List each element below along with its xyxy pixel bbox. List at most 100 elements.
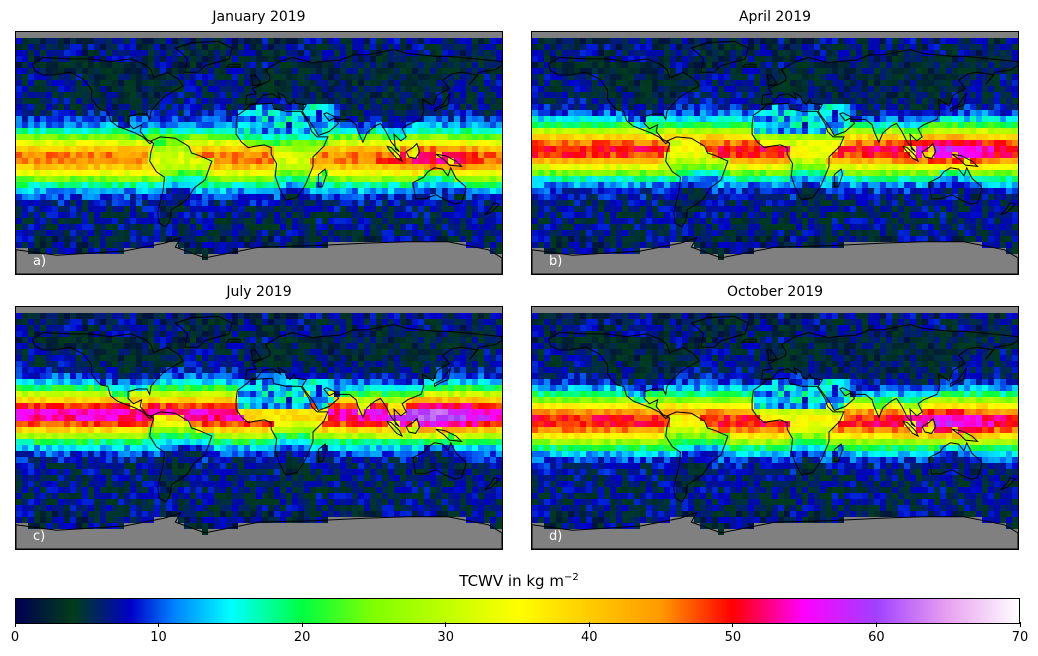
coastline: [532, 236, 1018, 274]
coastline: [902, 420, 920, 438]
coastline: [405, 417, 421, 434]
coastline: [412, 441, 467, 480]
coastline: [1000, 202, 1017, 216]
panel-title-c: July 2019: [226, 284, 292, 300]
colorbar-tick: [301, 622, 303, 627]
panel-label-b: b): [549, 254, 563, 269]
coastline: [690, 315, 749, 348]
colorbar-title: TCWV in kg m−2: [0, 572, 1038, 590]
coastline: [435, 428, 463, 443]
coastline: [1000, 477, 1017, 491]
tcwv-field: [532, 307, 1018, 549]
colorbar-tick: [14, 622, 16, 627]
coastline: [244, 323, 502, 428]
panel-title-a: January 2019: [212, 9, 306, 25]
coastline: [766, 74, 777, 87]
coastline: [31, 331, 185, 420]
colorbar: [15, 598, 1020, 624]
panel-title-b: April 2019: [738, 9, 812, 25]
coastline: [16, 511, 502, 549]
coastline: [235, 102, 329, 201]
coastline-outlines: [532, 40, 1018, 274]
coastline: [547, 56, 701, 145]
panel-label-a: a): [33, 254, 47, 269]
colorbar-tick-label: 30: [437, 630, 454, 645]
coastline: [766, 349, 777, 362]
colorbar-tick-label: 40: [581, 630, 598, 645]
coastline-outlines: [16, 40, 502, 274]
panel-label-c: c): [33, 529, 46, 544]
coastline: [951, 428, 979, 443]
coastline: [951, 153, 979, 168]
coastline: [751, 377, 845, 476]
coastline: [547, 331, 701, 420]
coastline: [741, 63, 757, 68]
coastline: [902, 145, 920, 163]
colorbar-title-main: TCWV in kg m: [459, 572, 564, 590]
coastline: [235, 377, 329, 476]
coastline: [484, 202, 501, 216]
coastline: [434, 92, 452, 113]
coastline-outlines: [16, 315, 502, 549]
colorbar-tick-label: 70: [1011, 630, 1029, 645]
tcwv-map-a: [16, 32, 502, 274]
coastline: [149, 136, 213, 228]
coastline-outlines: [532, 315, 1018, 549]
coastline: [16, 236, 502, 274]
tcwv-field: [16, 32, 502, 274]
colorbar-tick: [445, 622, 447, 627]
coastline: [386, 420, 404, 438]
coastline: [434, 367, 452, 388]
colorbar-tick: [875, 622, 877, 627]
coastline: [149, 411, 213, 503]
coastline: [317, 168, 328, 188]
coastline: [435, 153, 463, 168]
coastline: [386, 145, 404, 163]
colorbar-title-exponent: −2: [563, 572, 579, 583]
panel-label-d: d): [549, 529, 563, 544]
coastline: [921, 417, 937, 434]
coastline: [31, 56, 185, 145]
coastline: [174, 40, 233, 73]
coastline: [751, 102, 845, 201]
coastline: [317, 443, 328, 463]
coastline: [741, 338, 757, 343]
coastline: [928, 441, 983, 480]
map-panel-july: c): [15, 306, 503, 550]
coastline: [250, 349, 261, 362]
map-panel-october: d): [531, 306, 1019, 550]
coastline: [833, 168, 844, 188]
tcwv-map-c: [16, 307, 502, 549]
coastline: [225, 338, 241, 343]
coastline: [532, 511, 1018, 549]
colorbar-tick-label: 60: [868, 630, 885, 645]
tcwv-field: [16, 307, 502, 549]
coastline: [833, 443, 844, 463]
coastline: [928, 166, 983, 205]
coastline: [484, 477, 501, 491]
colorbar-tick: [158, 622, 160, 627]
coastline: [412, 166, 467, 205]
tcwv-map-d: [532, 307, 1018, 549]
coastline: [690, 40, 749, 73]
coastline: [665, 411, 729, 503]
coastline: [665, 136, 729, 228]
coastline: [225, 63, 241, 68]
map-panel-january: a): [15, 31, 503, 275]
coastline: [244, 48, 502, 153]
coastline: [950, 92, 968, 113]
coastline: [405, 142, 421, 159]
tcwv-field: [532, 32, 1018, 274]
coastline: [950, 367, 968, 388]
colorbar-tick: [732, 622, 734, 627]
tcwv-map-b: [532, 32, 1018, 274]
colorbar-tick-label: 50: [724, 630, 742, 645]
colorbar-tick: [1019, 622, 1021, 627]
coastline: [760, 48, 1018, 153]
map-panel-april: b): [531, 31, 1019, 275]
coastline: [921, 142, 937, 159]
coastline: [760, 323, 1018, 428]
colorbar-tick-label: 10: [150, 630, 167, 645]
colorbar-tick-label: 0: [10, 630, 20, 645]
colorbar-tick: [588, 622, 590, 627]
